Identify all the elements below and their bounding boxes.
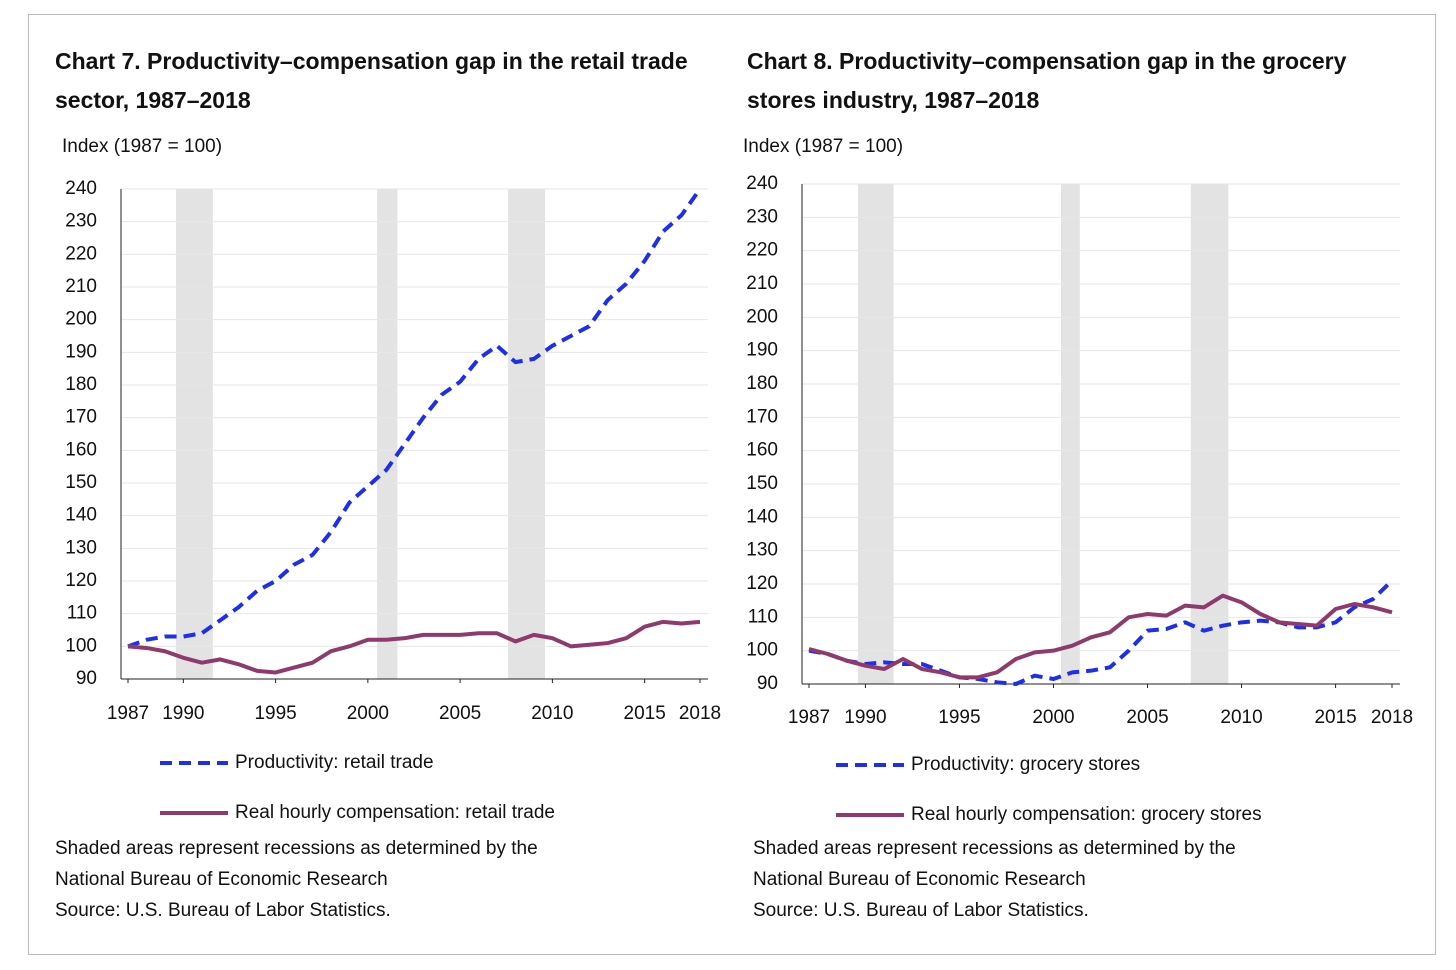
x-tick-label: 1990 xyxy=(844,707,886,728)
x-tick-label: 1995 xyxy=(938,707,980,728)
recession-band xyxy=(857,184,894,684)
y-tick-label: 130 xyxy=(65,537,97,558)
x-tick-label: 2018 xyxy=(679,703,721,724)
y-tick-label: 170 xyxy=(746,406,778,427)
y-tick-label: 220 xyxy=(746,240,778,261)
recession-band xyxy=(1190,184,1229,684)
x-tick-label: 2005 xyxy=(1126,707,1168,728)
y-tick-label: 200 xyxy=(746,306,778,327)
y-tick-label: 190 xyxy=(65,341,97,362)
y-tick-label: 230 xyxy=(746,206,778,227)
y-tick-label: 90 xyxy=(757,673,778,694)
legend-label: Productivity: retail trade xyxy=(235,752,434,773)
y-tick-label: 210 xyxy=(746,273,778,294)
series-line xyxy=(808,593,1393,680)
y-tick-label: 160 xyxy=(746,440,778,461)
series-line xyxy=(808,579,1394,686)
series-line xyxy=(127,187,702,649)
chart-title: Chart 8. Productivity–compensation gap i… xyxy=(747,48,1347,113)
y-tick-label: 120 xyxy=(65,570,97,591)
y-tick-label: 140 xyxy=(65,505,97,526)
x-tick-label: 2010 xyxy=(531,703,573,724)
y-axis-label: Index (1987 = 100) xyxy=(743,136,903,157)
y-tick-label: 240 xyxy=(746,173,778,194)
x-tick-label: 2010 xyxy=(1220,707,1262,728)
y-tick-label: 110 xyxy=(748,606,778,627)
y-tick-label: 170 xyxy=(65,407,97,428)
note: Shaded areas represent recessions as det… xyxy=(55,838,538,859)
legend-label: Real hourly compensation: grocery stores xyxy=(911,804,1262,825)
chart-title: Chart 7. Productivity–compensation gap i… xyxy=(55,48,688,113)
y-tick-label: 150 xyxy=(65,472,97,493)
y-tick-label: 190 xyxy=(746,340,778,361)
x-tick-label: 1990 xyxy=(162,703,204,724)
x-tick-label: 1987 xyxy=(788,707,830,728)
y-tick-label: 90 xyxy=(76,668,97,689)
y-tick-label: 100 xyxy=(65,635,97,656)
y-tick-label: 220 xyxy=(65,243,97,264)
recession-band xyxy=(508,189,546,679)
y-tick-label: 160 xyxy=(65,439,97,460)
y-tick-label: 150 xyxy=(746,473,778,494)
x-tick-label: 1995 xyxy=(254,703,296,724)
y-tick-label: 130 xyxy=(746,540,778,561)
note: National Bureau of Economic Research xyxy=(753,869,1086,890)
legend-label: Real hourly compensation: retail trade xyxy=(235,802,555,823)
note: Source: U.S. Bureau of Labor Statistics. xyxy=(55,900,391,921)
x-tick-label: 2005 xyxy=(439,703,481,724)
y-tick-label: 180 xyxy=(65,374,97,395)
y-tick-label: 180 xyxy=(746,373,778,394)
note: National Bureau of Economic Research xyxy=(55,869,388,890)
frame xyxy=(28,14,1436,955)
recession-band xyxy=(175,189,213,679)
y-axis-label: Index (1987 = 100) xyxy=(62,136,222,157)
legend-label: Productivity: grocery stores xyxy=(911,754,1140,775)
y-tick-label: 230 xyxy=(65,211,97,232)
x-tick-label: 2000 xyxy=(347,703,389,724)
recession-band xyxy=(377,189,398,679)
x-tick-label: 2015 xyxy=(624,703,666,724)
x-tick-label: 1987 xyxy=(107,703,149,724)
y-tick-label: 100 xyxy=(746,640,778,661)
y-tick-label: 140 xyxy=(746,506,778,527)
y-tick-label: 200 xyxy=(65,309,97,330)
series-line xyxy=(127,619,701,675)
x-tick-label: 2000 xyxy=(1032,707,1074,728)
y-tick-label: 210 xyxy=(65,276,97,297)
y-tick-label: 120 xyxy=(746,573,778,594)
x-tick-label: 2015 xyxy=(1314,707,1356,728)
y-tick-label: 110 xyxy=(67,603,97,624)
note: Shaded areas represent recessions as det… xyxy=(753,838,1236,859)
recession-band xyxy=(1061,184,1080,684)
x-tick-label: 2018 xyxy=(1371,707,1413,728)
note: Source: U.S. Bureau of Labor Statistics. xyxy=(753,900,1089,921)
y-tick-label: 240 xyxy=(65,178,97,199)
